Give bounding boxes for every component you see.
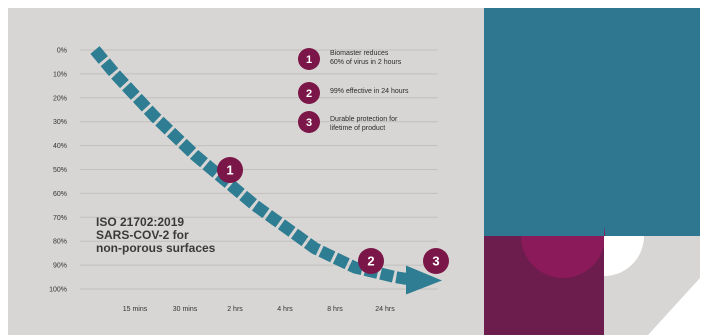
legend-badges: 1 2 3 [298,48,320,133]
y-tick-label: 10% [53,71,67,78]
y-tick-label: 60% [53,191,67,198]
purple-block-cover [484,188,604,236]
annotation-line: SARS-COV-2 for [96,228,189,242]
y-axis-ticks: 0% 10% 20% 30% 40% 50% 60% 70% 80% 90% 100% [49,48,67,294]
iso-annotation: ISO 21702:2019 SARS-COV-2 for non-porous… [96,216,215,255]
x-axis-ticks: 15 mins 30 mins 2 hrs 4 hrs 8 hrs 24 hrs [123,306,395,313]
curve-marker-number: 1 [226,163,233,178]
curve-marker-number: 2 [367,254,374,269]
curve-marker-circle [358,248,384,274]
y-tick-label: 40% [53,143,67,150]
chart-panel: 0% 10% 20% 30% 40% 50% 60% 70% 80% 90% 100% 15 min… [8,8,700,335]
y-tick-label: 100% [49,287,67,294]
legend-badge-number: 3 [306,117,312,129]
annotation-line: ISO 21702:2019 [96,215,185,229]
legend-badge-number: 1 [306,54,312,66]
y-tick-label: 70% [53,215,67,222]
x-tick-label: 15 mins [123,306,148,313]
y-tick-label: 80% [53,239,67,246]
legend-badge-circle [298,111,320,133]
legend-line: Durable protection for [330,116,398,123]
decorative-blocks [484,8,700,335]
y-tick-label: 20% [53,95,67,102]
legend-line: 99% effective in 24 hours [330,88,409,95]
legend-badge-circle [298,82,320,104]
y-tick-label: 30% [53,119,67,126]
legend-badge-circle [298,48,320,70]
y-tick-label: 0% [57,48,67,55]
curve-markers: 1 2 3 [217,157,449,274]
annotation-line: non-porous surfaces [96,241,216,255]
legend-item-3-text: Durable protection for lifetime of produ… [330,115,440,133]
x-tick-label: 4 hrs [277,306,293,313]
chart-canvas: 0% 10% 20% 30% 40% 50% 60% 70% 80% 90% 100% 15 min… [49,8,700,335]
curve-marker-number: 3 [432,254,439,269]
x-tick-label: 30 mins [173,306,198,313]
curve-arrowhead [406,265,442,295]
legend-line: lifetime of product [330,125,386,132]
x-tick-label: 8 hrs [327,306,343,313]
curve-marker-circle [217,157,243,183]
x-tick-label: 24 hrs [375,306,395,313]
curve-marker-circle [423,248,449,274]
y-tick-label: 50% [53,167,67,174]
x-tick-label: 2 hrs [227,306,243,313]
white-corner-triangle [648,278,700,335]
white-half-circle [604,236,644,276]
legend-item-1-text: Biomaster reduces 60% of virus in 2 hour… [330,49,440,67]
y-tick-label: 90% [53,263,67,270]
legend-item-2-text: 99% effective in 24 hours [330,87,440,96]
legend-badge-number: 2 [306,88,312,100]
legend-line: Biomaster reduces [330,50,389,57]
legend-line: 60% of virus in 2 hours [330,59,402,66]
